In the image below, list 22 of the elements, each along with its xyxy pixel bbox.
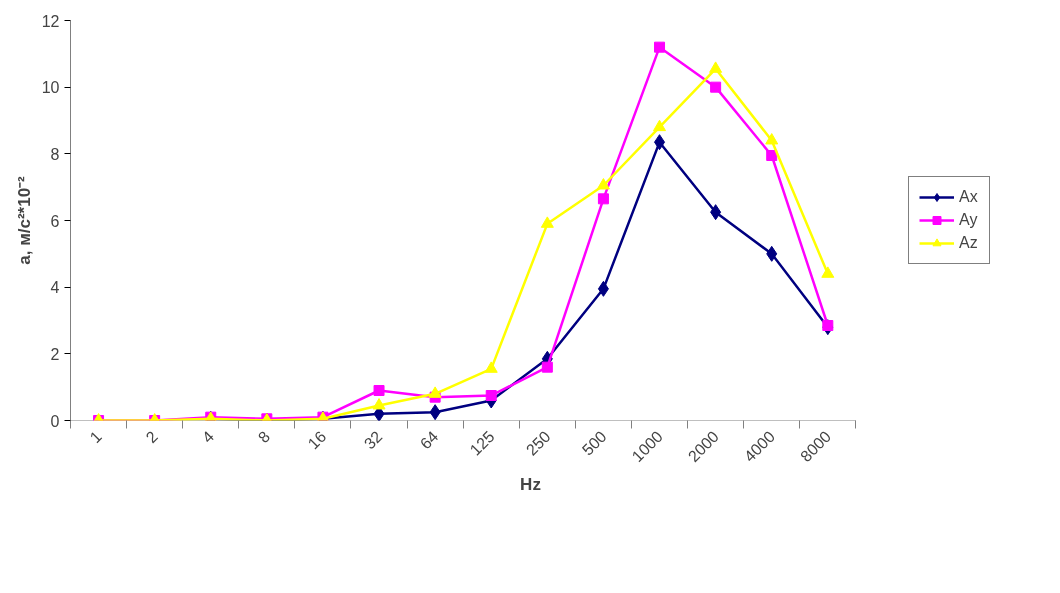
y-tick-label: 2 xyxy=(50,345,60,363)
y-tick-label: 6 xyxy=(50,212,60,230)
y-tick-label: 12 xyxy=(41,12,60,30)
x-tick-label: 16 xyxy=(304,427,330,453)
x-tick-label: 250 xyxy=(522,427,554,459)
x-axis-title: Hz xyxy=(520,475,541,495)
y-tick-label: 10 xyxy=(41,79,60,97)
y-tick-label: 8 xyxy=(50,145,60,163)
x-tick-label: 4 xyxy=(198,427,218,447)
legend-label: Ax xyxy=(959,188,979,206)
y-axis-title: a, м/с²*10⁻² xyxy=(14,175,34,265)
x-tick-label: 8 xyxy=(254,427,274,447)
y-tick-label: 4 xyxy=(50,279,60,297)
legend-label: Az xyxy=(959,234,979,252)
x-tick-label: 64 xyxy=(416,427,442,453)
x-tick-label: 2 xyxy=(142,427,162,447)
x-tick-label: 500 xyxy=(578,427,610,459)
x-tick-label: 125 xyxy=(466,427,498,459)
x-tick-label: 32 xyxy=(360,427,386,453)
legend-label: Ay xyxy=(959,211,979,229)
y-tick-label: 0 xyxy=(50,412,60,430)
x-tick-label: 1 xyxy=(86,427,105,447)
